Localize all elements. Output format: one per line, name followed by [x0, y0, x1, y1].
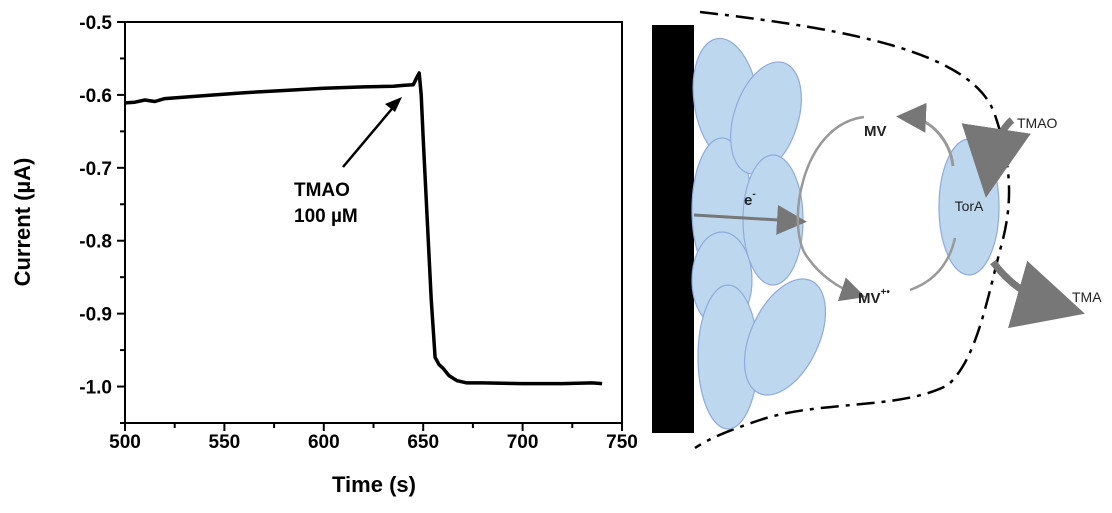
cell-cluster: [691, 37, 827, 430]
cell: [697, 284, 759, 430]
cell: [742, 154, 804, 286]
x-tick-label: 750: [606, 432, 638, 453]
tora-enzyme: [938, 138, 1000, 276]
mv-reduced-label: MV+•: [858, 287, 890, 307]
annotation-line1: TMAO: [294, 180, 350, 201]
annotation-arrow-shaft: [342, 103, 397, 168]
y-axis-title: Current (µA): [10, 158, 35, 287]
chart: 500 550 600 650 700 750 -0.5 -0.6 -0.7 -…: [10, 13, 638, 497]
tmao-arrow: [961, 117, 1031, 198]
plot-frame: [124, 21, 623, 424]
x-tick-label: 650: [407, 432, 439, 453]
chart-ticks: [117, 21, 623, 431]
cycle-arrow-left: [796, 115, 866, 302]
y-tick-label: -0.5: [79, 13, 112, 34]
series-line: [124, 71, 603, 386]
x-tick-label: 700: [507, 432, 539, 453]
cell: [691, 137, 753, 283]
cell-envelope-outline: [694, 10, 1011, 450]
x-tick-label: 500: [109, 432, 141, 453]
tma-arrow: [990, 259, 1085, 329]
y-tick-label: -0.9: [79, 305, 112, 326]
cell: [743, 278, 827, 396]
mv-label: MV: [864, 123, 887, 140]
electron-arrow: [693, 204, 807, 235]
annotation: TMAO 100 µM: [294, 97, 402, 227]
x-axis-title: Time (s): [332, 472, 416, 497]
x-tick-label: 600: [308, 432, 340, 453]
y-tick-labels: -0.5 -0.6 -0.7 -0.8 -0.9 -1.0: [79, 13, 112, 399]
y-tick-label: -1.0: [79, 378, 112, 399]
annotation-arrowhead: [385, 97, 402, 112]
annotation-line2: 100 µM: [294, 206, 358, 227]
y-tick-label: -0.7: [79, 159, 112, 180]
y-tick-label: -0.8: [79, 232, 112, 253]
cell: [692, 37, 760, 163]
electrode: [652, 25, 694, 433]
tora-label: TorA: [955, 198, 984, 214]
x-tick-label: 550: [209, 432, 241, 453]
cycle-arrow-top: [896, 102, 955, 167]
tma-label: TMA: [1072, 289, 1102, 305]
y-tick-label: -0.6: [79, 86, 112, 107]
cell: [730, 61, 802, 175]
x-tick-labels: 500 550 600 650 700 750: [109, 432, 638, 453]
cell: [691, 231, 753, 329]
electron-label: e-: [744, 189, 756, 209]
tmao-label: TMAO: [1017, 115, 1058, 131]
cycle-arrow-right: [909, 237, 957, 292]
